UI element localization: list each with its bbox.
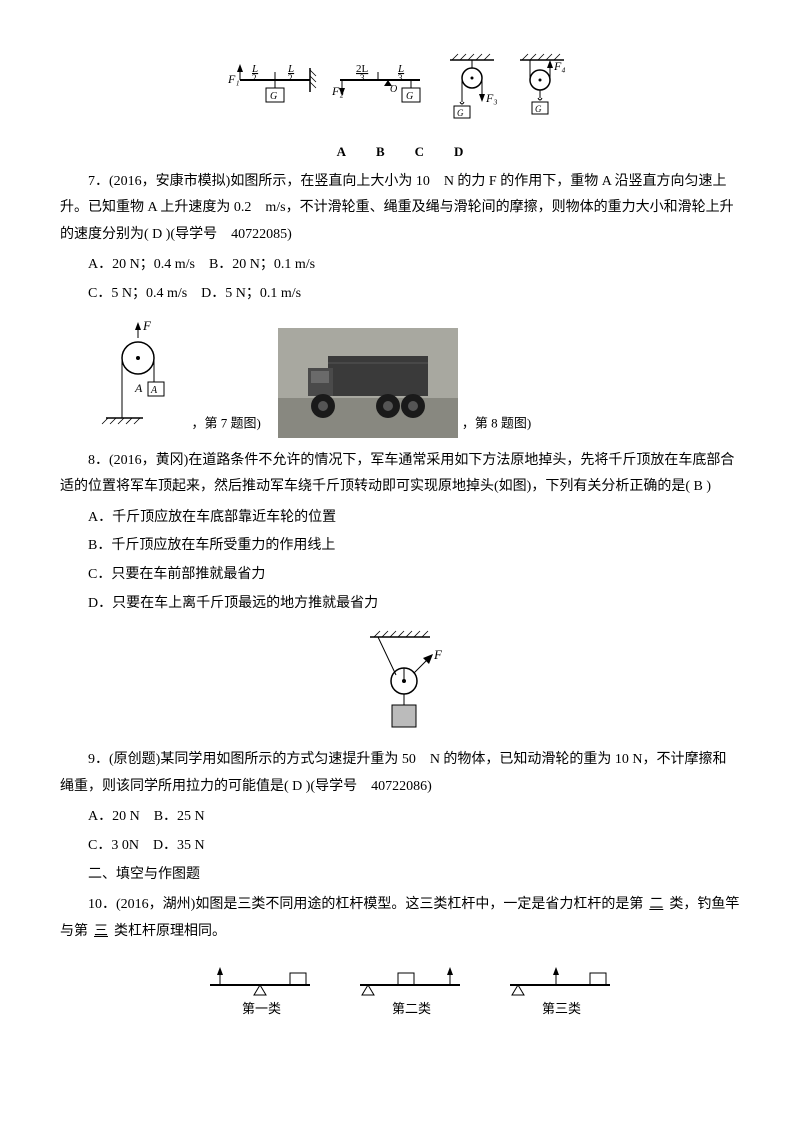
lever-types-diagram: 第一类 第二类 第三类 (190, 955, 610, 1025)
q10-stem: 10．(2016，湖州)如图是三类不同用途的杠杆模型。这三类杠杆中，一定是省力杠… (60, 892, 740, 945)
svg-text:G: G (270, 91, 277, 102)
q8-stem: 8．(2016，黄冈)在道路条件不允许的情况下，军车通常采用如下方法原地掉头，先… (60, 448, 740, 501)
svg-text:2: 2 (288, 73, 293, 83)
q7-caption: ，第 7 题图) (192, 415, 261, 430)
q8-caption: ，第 8 题图) (462, 415, 531, 430)
svg-text:3: 3 (360, 73, 365, 83)
svg-text:O: O (390, 84, 397, 95)
section-2-heading: 二、填空与作图题 (60, 862, 740, 889)
svg-text:F: F (433, 647, 443, 662)
svg-text:第三类: 第三类 (542, 1001, 581, 1016)
q9-opt-ab: A．20 N B．25 N (60, 804, 740, 831)
q7-opt-ab: A．20 N；0.4 m/s B．20 N；0.1 m/s (60, 252, 740, 279)
q9-stem: 9．(原创题)某同学用如图所示的方式匀速提升重为 50 N 的物体，已知动滑轮的… (60, 747, 740, 800)
q8-opt-c: C．只要在车前部推就最省力 (60, 562, 740, 589)
svg-text:F: F (142, 318, 152, 333)
svg-text:3: 3 (398, 73, 403, 83)
q7-pulley-diagram: F A A (88, 318, 188, 438)
svg-text:F₁: F₁ (227, 72, 240, 86)
q10-figure-row: 第一类 第二类 第三类 (60, 955, 740, 1025)
q7-opt-cd: C．5 N；0.4 m/s D．5 N；0.1 m/s (60, 281, 740, 308)
q10-blank-1: 二 (643, 897, 669, 912)
q8-opt-d: D．只要在车上离千斤顶最远的地方推就最省力 (60, 591, 740, 618)
q8-opt-a: A．千斤顶应放在车底部靠近车轮的位置 (60, 505, 740, 532)
svg-text:A: A (134, 381, 143, 395)
q6-figure-row: F₁ L 2 L 2 G F₂ O 2L 3 (60, 50, 740, 130)
q7-stem: 7．(2016，安康市模拟)如图所示，在竖直向上大小为 10 N 的力 F 的作… (60, 169, 740, 249)
q9-figure: F (60, 627, 740, 737)
q10-blank-2: 三 (88, 924, 114, 939)
lever-pulley-diagrams: F₁ L 2 L 2 G F₂ O 2L 3 (220, 50, 580, 130)
q8-opt-b: B．千斤顶应放在车所受重力的作用线上 (60, 533, 740, 560)
svg-text:F₃: F₃ (485, 91, 498, 105)
q9-pulley-diagram: F (330, 627, 470, 737)
q9-opt-cd: C．3 0N D．35 N (60, 833, 740, 860)
svg-text:A: A (150, 385, 158, 396)
q6-figure-labels: ABCD (90, 140, 740, 165)
svg-text:G: G (535, 104, 542, 114)
svg-text:G: G (406, 91, 413, 102)
svg-text:F₄: F₄ (553, 59, 566, 73)
q7-q8-figure-row: F A A ，第 7 题图) ，第 8 题图) (60, 318, 740, 438)
q8-truck-photo (278, 328, 458, 438)
svg-text:第二类: 第二类 (392, 1001, 431, 1016)
svg-text:G: G (457, 108, 464, 118)
svg-text:2: 2 (252, 73, 257, 83)
svg-text:第一类: 第一类 (242, 1001, 281, 1016)
